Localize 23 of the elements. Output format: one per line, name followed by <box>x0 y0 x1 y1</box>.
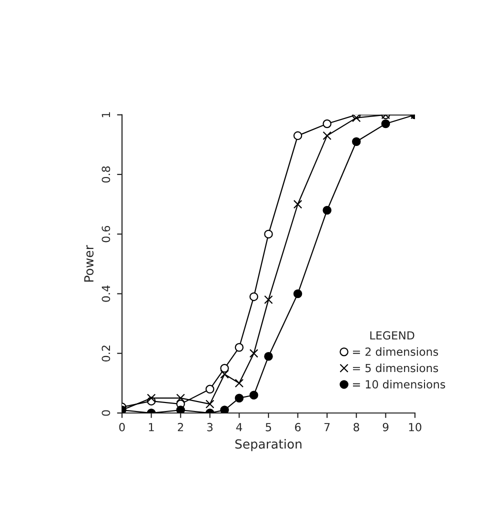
x-tick-label: 6 <box>295 422 301 432</box>
x-tick-label: 4 <box>236 423 242 432</box>
x-tick-label: 1 <box>149 423 154 432</box>
x-tick-label: 8 <box>354 422 360 432</box>
y-tick-label: 0.6 <box>102 226 110 242</box>
legend-label: = 5 dimensions <box>352 364 438 372</box>
legend-label: = 10 dimensions <box>352 380 446 389</box>
x-tick-label: 2 <box>178 422 184 432</box>
y-tick-label: 0.2 <box>102 346 110 362</box>
y-tick-label: 1 <box>102 112 110 118</box>
legend-label: = 2 dimensions <box>352 347 438 356</box>
x-tick-label: 10 <box>409 422 422 432</box>
y-tick-label: 0 <box>102 410 110 416</box>
x-axis-title: Separation <box>235 439 302 452</box>
y-tick-label: 0.4 <box>102 286 110 302</box>
x-tick-label: 5 <box>266 423 272 432</box>
x-tick-label: 7 <box>324 423 330 432</box>
x-tick-label: 3 <box>207 422 213 432</box>
x-tick-label: 0 <box>119 422 125 432</box>
y-tick-label: 0.8 <box>102 166 110 183</box>
x-tick-label: 9 <box>382 422 388 432</box>
legend-title: LEGEND <box>370 331 414 340</box>
y-axis-title: Power <box>84 245 94 282</box>
